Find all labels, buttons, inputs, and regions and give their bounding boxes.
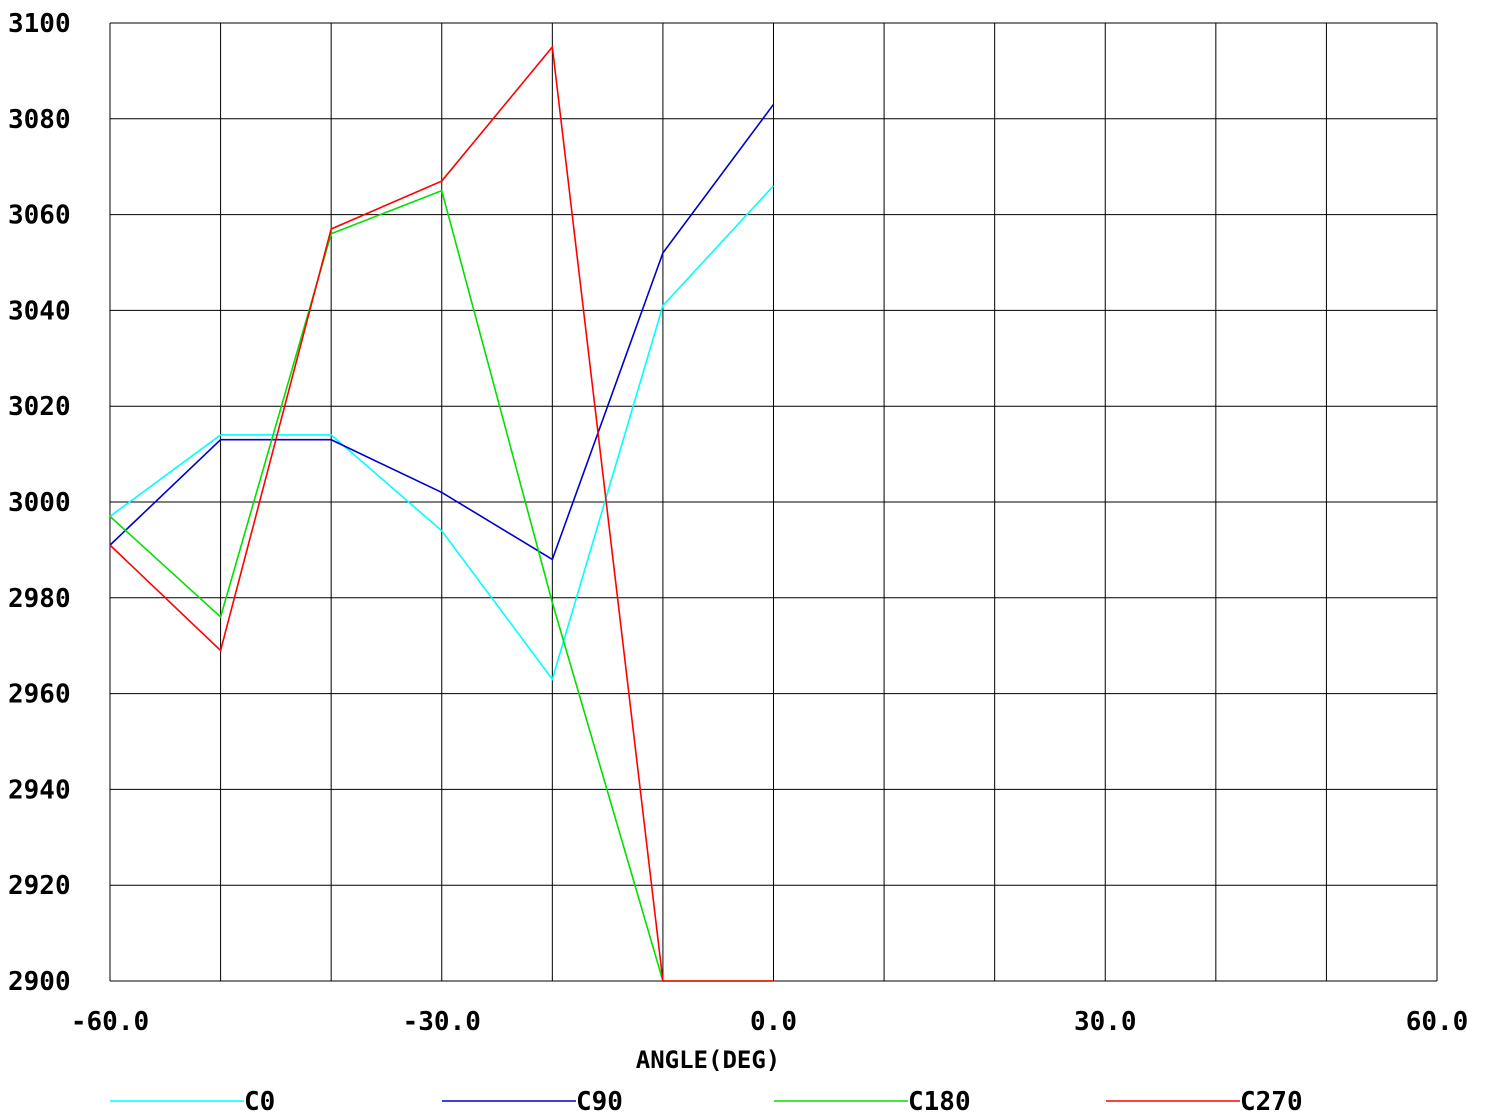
x-tick-label: -60.0 bbox=[71, 1007, 149, 1037]
series-line-c0 bbox=[109, 185, 775, 681]
legend-label-c0: C0 bbox=[244, 1087, 275, 1115]
y-tick-label: 3020 bbox=[8, 392, 71, 422]
y-tick-label: 2920 bbox=[8, 871, 71, 901]
y-tick-label: 2900 bbox=[8, 967, 71, 997]
legend-label-c90: C90 bbox=[576, 1087, 623, 1115]
x-tick-label: -30.0 bbox=[403, 1007, 481, 1037]
series-lines bbox=[109, 44, 775, 982]
y-tick-label: 2960 bbox=[8, 680, 71, 710]
y-tick-label: 3000 bbox=[8, 488, 71, 518]
y-tick-label: 3100 bbox=[8, 9, 71, 39]
x-tick-label: 0.0 bbox=[750, 1007, 797, 1037]
grid bbox=[109, 22, 1438, 982]
x-axis-tick-labels: -60.0 -30.0 0.0 30.0 60.0 bbox=[71, 1007, 1468, 1037]
y-tick-label: 2980 bbox=[8, 584, 71, 614]
y-tick-label: 2940 bbox=[8, 775, 71, 805]
y-tick-label: 3040 bbox=[8, 296, 71, 326]
x-tick-label: 30.0 bbox=[1074, 1007, 1137, 1037]
x-axis-title: ANGLE(DEG) bbox=[636, 1046, 781, 1074]
series-line-c270 bbox=[109, 44, 774, 982]
legend-label-c270: C270 bbox=[1240, 1087, 1303, 1115]
series-line-c90 bbox=[109, 103, 775, 561]
legend: C0 C90 C180 C270 bbox=[110, 1087, 1303, 1115]
y-axis-tick-labels: 2900 2920 2940 2960 2980 3000 3020 3040 3060 3080… bbox=[8, 9, 71, 997]
y-tick-label: 3080 bbox=[8, 105, 71, 135]
legend-label-c180: C180 bbox=[908, 1087, 971, 1115]
x-tick-label: 60.0 bbox=[1406, 1007, 1469, 1037]
y-tick-label: 3060 bbox=[8, 201, 71, 231]
